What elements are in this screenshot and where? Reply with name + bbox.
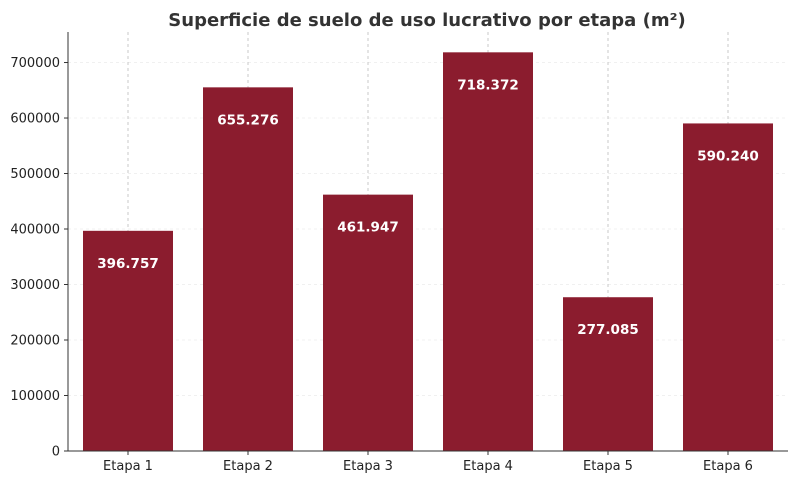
y-tick-label: 200000 <box>10 334 60 349</box>
bar-5 <box>563 297 653 451</box>
data-label-3: 461.947 <box>337 220 399 236</box>
bar-4 <box>443 52 533 451</box>
bar-1 <box>83 230 173 451</box>
data-labels: 396.757 655.276 461.947 718.372 277.085 590.2… <box>97 77 759 338</box>
x-tick-label: Etapa 5 <box>583 459 633 474</box>
data-label-5: 277.085 <box>577 322 639 338</box>
x-tick-label: Etapa 3 <box>343 459 393 474</box>
y-tick-label: 600000 <box>10 112 60 127</box>
x-tick-label: Etapa 1 <box>103 459 153 474</box>
y-tick-label: 400000 <box>10 223 60 238</box>
data-label-4: 718.372 <box>457 77 519 93</box>
y-tick-label: 300000 <box>10 278 60 293</box>
y-tick-label: 700000 <box>10 56 60 71</box>
data-label-1: 396.757 <box>97 256 159 272</box>
x-axis: Etapa 1 Etapa 2 Etapa 3 Etapa 4 Etapa 5 Etapa… <box>68 450 788 474</box>
x-tick-label: Etapa 2 <box>223 459 273 474</box>
bars <box>83 52 773 452</box>
chart-title: Superficie de suelo de uso lucrativo por… <box>168 10 685 31</box>
bar-6 <box>683 123 773 452</box>
data-label-6: 590.240 <box>697 148 759 164</box>
gridlines <box>68 32 788 451</box>
y-tick-label: 100000 <box>10 389 60 404</box>
x-tick-label: Etapa 6 <box>703 459 753 474</box>
data-label-2: 655.276 <box>217 112 279 128</box>
bar-3 <box>323 194 413 451</box>
y-tick-label: 500000 <box>10 167 60 182</box>
x-tick-label: Etapa 4 <box>463 459 513 474</box>
bar-2 <box>203 87 293 452</box>
y-axis: 0 100000 200000 300000 400000 500000 600000 700… <box>10 32 69 460</box>
y-tick-label: 0 <box>52 445 60 460</box>
